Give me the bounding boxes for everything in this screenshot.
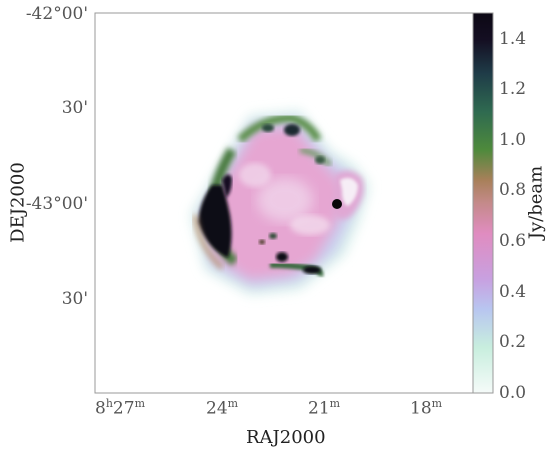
x-tick-minutes-sup: m: [431, 397, 443, 410]
colorbar-tick-label: 1.2: [499, 79, 527, 99]
x-tick-label: 8h27m: [95, 398, 145, 418]
y-tick-label: 30': [61, 289, 88, 309]
colorbar-tick-label: 0.0: [499, 383, 527, 403]
colorbar-tick-label: 0.2: [499, 332, 527, 352]
y-tick-label: 30': [61, 98, 88, 118]
x-tick-label: 24m: [206, 398, 238, 418]
y-axis-label: DEJ2000: [7, 162, 29, 243]
supernova-remnant-emission: [190, 110, 370, 295]
colorbar-tick-label: 1.0: [499, 130, 527, 150]
x-tick-minutes: 21: [308, 398, 330, 419]
x-axis-label: RAJ2000: [246, 427, 326, 448]
colorbar: [472, 12, 494, 394]
x-tick-label: 18m: [410, 398, 442, 418]
x-tick-label: 21m: [308, 398, 340, 418]
x-tick-minutes: 24: [206, 398, 228, 419]
colorbar-label: Jy/beam: [525, 165, 547, 240]
x-tick-hours-sup: h: [105, 397, 113, 410]
y-tick-label: -42°00': [25, 4, 88, 24]
y-tick-label: -43°00': [25, 194, 88, 214]
colorbar-tick-label: 0.6: [499, 231, 527, 251]
x-tick-minutes-sup: m: [134, 397, 145, 410]
x-tick-minutes-sup: m: [329, 397, 341, 410]
colorbar-tick-label: 0.4: [499, 282, 527, 302]
x-tick-minutes: 18: [410, 398, 432, 419]
x-tick-minutes-sup: m: [227, 397, 239, 410]
colorbar-tick-label: 0.8: [499, 180, 527, 200]
colorbar-tick-label: 1.4: [499, 29, 527, 49]
x-tick-hours: 8: [95, 398, 106, 419]
x-tick-minutes: 27: [112, 398, 135, 419]
